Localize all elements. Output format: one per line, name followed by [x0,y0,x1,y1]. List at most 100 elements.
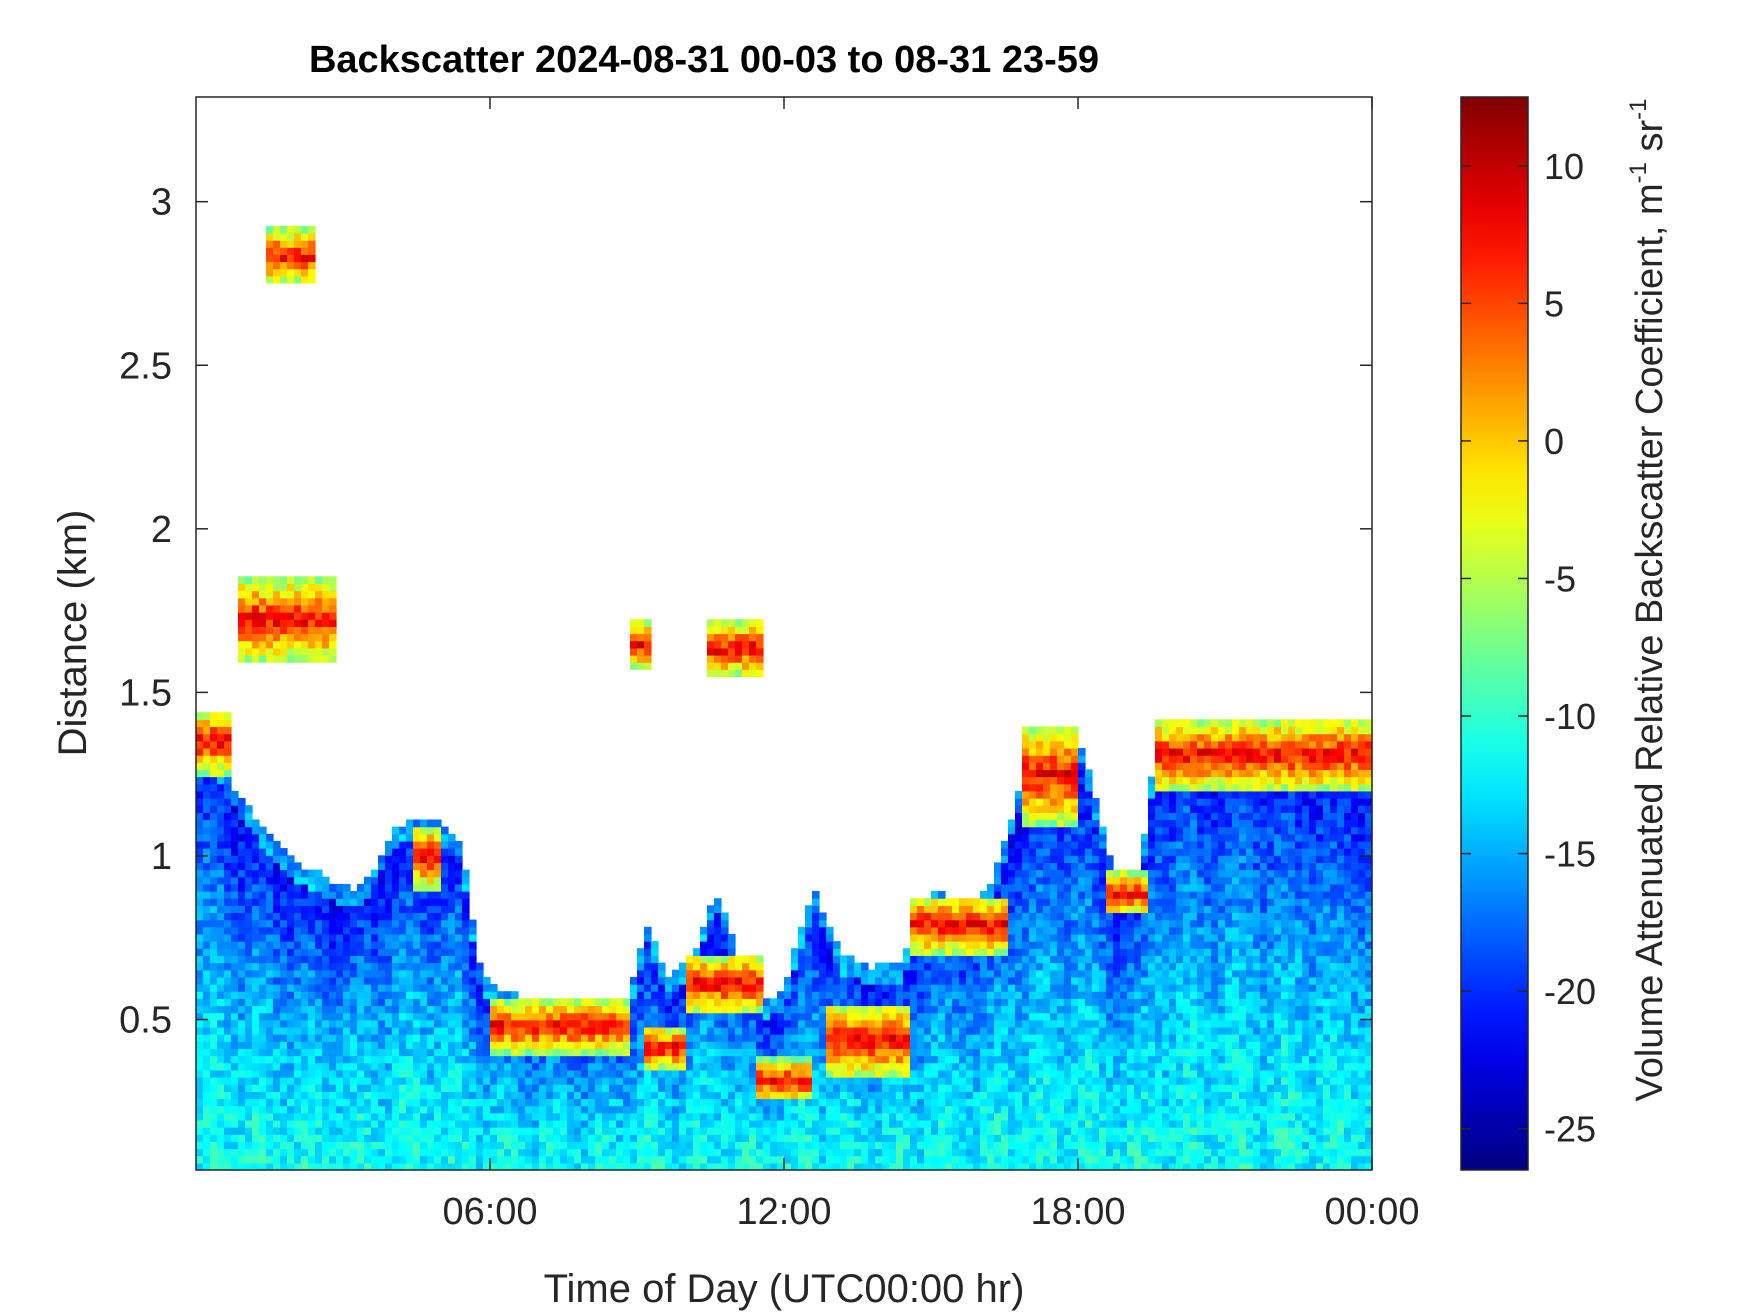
heatmap-cell [679,1012,687,1021]
heatmap-cell [273,232,281,241]
heatmap-cell [462,912,470,921]
heatmap-cell [1050,926,1058,935]
heatmap-cell [1050,962,1058,971]
heatmap-cell [1015,1034,1023,1042]
heatmap-cell [245,876,253,885]
heatmap-cell [574,1155,582,1164]
heatmap-cell [231,1148,239,1157]
heatmap-cell [840,991,848,999]
heatmap-cell [686,1019,694,1028]
heatmap-cell [784,1105,792,1114]
heatmap-cell [238,898,246,906]
heatmap-cell [399,862,407,871]
heatmap-cell [539,1105,547,1114]
heatmap-cell [861,1048,869,1057]
heatmap-cell [588,1141,596,1150]
heatmap-cell [483,998,491,1007]
heatmap-cell [441,1077,449,1085]
heatmap-cell [644,1012,652,1021]
heatmap-cell [469,984,477,992]
heatmap-cell [630,1091,638,1100]
heatmap-cell [546,1098,554,1107]
heatmap-cell [819,926,827,935]
heatmap-cell [1036,933,1044,942]
heatmap-cell [1029,1041,1037,1049]
heatmap-cell [1050,740,1058,749]
heatmap-cell [861,1034,869,1042]
heatmap-cell [343,1091,351,1100]
heatmap-cell [637,1019,645,1028]
heatmap-cell [560,1034,568,1042]
heatmap-cell [273,891,281,899]
heatmap-cell [1043,812,1051,821]
heatmap-cell [693,1084,701,1092]
heatmap-cell [469,1034,477,1042]
heatmap-cell [476,969,484,978]
heatmap-cell [238,1048,246,1057]
heatmap-cell [763,1062,771,1071]
heatmap-cell [819,1034,827,1042]
heatmap-cell [735,1127,743,1135]
heatmap-cell [945,1119,953,1128]
heatmap-cell [1008,1105,1016,1114]
heatmap-cell [1008,1084,1016,1092]
heatmap-cell [868,976,876,985]
heatmap-cell [868,998,876,1007]
heatmap-cell [889,1055,897,1064]
heatmap-cell [364,1127,372,1135]
heatmap-cell [798,1048,806,1057]
heatmap-cell [742,1127,750,1135]
heatmap-cell [518,1069,526,1078]
heatmap-cell [448,1112,456,1121]
heatmap-cell [413,919,421,928]
heatmap-cell [651,1155,659,1164]
heatmap-cell [931,1055,939,1064]
heatmap-cell [1043,769,1051,778]
heatmap-cell [784,1148,792,1157]
heatmap-cell [539,1069,547,1078]
heatmap-cell [749,1141,757,1150]
heatmap-cell [917,1019,925,1028]
heatmap-cell [819,976,827,985]
heatmap-cell [728,1005,736,1014]
heatmap-cell [1057,1005,1065,1014]
heatmap-cell [504,1077,512,1085]
heatmap-cell [259,647,267,656]
heatmap-cell [420,840,428,849]
heatmap-cell [581,1098,589,1107]
heatmap-cell [483,1034,491,1042]
heatmap-cell [896,1162,904,1171]
heatmap-cell [441,912,449,921]
heatmap-cell [826,1098,834,1107]
heatmap-cell [1022,933,1030,942]
heatmap-cell [665,1105,673,1114]
heatmap-cell [714,633,722,642]
heatmap-cell [392,855,400,864]
heatmap-cell [273,1119,281,1128]
heatmap-cell [602,1077,610,1085]
heatmap-cell [210,848,218,856]
heatmap-cell [1029,862,1037,871]
heatmap-cell [742,991,750,999]
heatmap-cell [434,1041,442,1049]
heatmap-cell [469,976,477,985]
heatmap-cell [511,1148,519,1157]
heatmap-cell [735,655,743,663]
heatmap-cell [560,1098,568,1107]
heatmap-cell [616,1062,624,1071]
heatmap-cell [511,1005,519,1014]
heatmap-cell [259,840,267,849]
heatmap-cell [280,1041,288,1049]
heatmap-cell [1001,869,1009,878]
heatmap-cell [245,583,253,592]
heatmap-cell [700,1069,708,1078]
heatmap-cell [847,976,855,985]
heatmap-cell [196,1034,204,1042]
heatmap-cell [1022,840,1030,849]
heatmap-cell [259,969,267,978]
heatmap-cell [910,1005,918,1014]
heatmap-cell [854,1162,862,1171]
heatmap-cell [1015,933,1023,942]
heatmap-cell [273,1026,281,1035]
heatmap-cell [798,969,806,978]
